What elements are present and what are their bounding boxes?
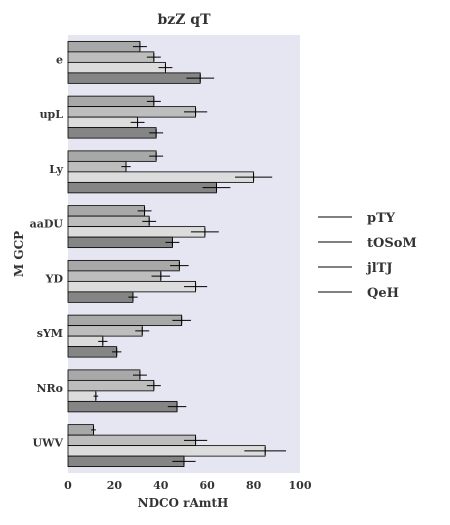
- bar-pTY-NRo: [67, 369, 141, 381]
- bar-QeH-e: [67, 72, 201, 84]
- y-tick-label: NRo: [36, 382, 63, 395]
- y-tick-label: YD: [45, 272, 64, 285]
- bar-jlTJ-sYM: [67, 335, 104, 348]
- bar-jlTJ-YD: [67, 280, 196, 293]
- x-tick-labels: 0 20 40 60 80 100: [64, 479, 312, 492]
- bar-tOSoM-Ly: [67, 160, 127, 173]
- bar-pTY-e: [67, 40, 141, 53]
- bar-pTY-UWV: [67, 424, 94, 436]
- bar-jlTJ-UWV: [67, 445, 266, 457]
- bar-QeH-aaDU: [67, 236, 173, 249]
- y-tick-label: e: [56, 53, 63, 66]
- bar-QeH-upL: [67, 127, 157, 139]
- legend: pTY tOSoM jlTJ QeH: [318, 211, 417, 301]
- bar-jlTJ-aaDU: [67, 226, 206, 238]
- bar-pTY-Ly: [67, 150, 157, 162]
- bar-QeH-NRo: [67, 400, 178, 413]
- bar-jlTJ-Ly: [67, 171, 255, 183]
- bars: [67, 40, 287, 468]
- chart-title: bzZ qT: [157, 12, 211, 28]
- bar-tOSoM-UWV: [67, 434, 196, 447]
- legend-label-QeH: QeH: [367, 286, 399, 301]
- legend-label-pTY: pTY: [367, 211, 396, 226]
- x-axis-label: NDCO rAmtH: [138, 496, 229, 510]
- bar-pTY-sYM: [67, 314, 183, 327]
- x-tick-label: 80: [246, 479, 262, 492]
- x-tick-label: 20: [107, 479, 123, 492]
- bar-tOSoM-YD: [67, 270, 162, 282]
- bar-QeH-UWV: [67, 455, 185, 468]
- bar-pTY-aaDU: [67, 205, 145, 217]
- y-axis-label: M GCP: [12, 231, 26, 277]
- bar-tOSoM-upL: [67, 106, 196, 118]
- bar-jlTJ-e: [67, 61, 166, 74]
- y-tick-label: upL: [40, 108, 64, 121]
- y-tick-labels: e upL Ly aaDU YD sYM NRo UWV: [30, 53, 64, 449]
- bar-tOSoM-sYM: [67, 325, 143, 337]
- bar-tOSoM-e: [67, 51, 155, 63]
- bar-jlTJ-upL: [67, 116, 138, 129]
- y-tick-label: aaDU: [30, 218, 64, 231]
- x-tick-label: 0: [64, 479, 72, 492]
- y-tick-label: sYM: [37, 327, 63, 340]
- bar-QeH-sYM: [67, 346, 118, 358]
- y-tick-label: Ly: [49, 163, 63, 176]
- bar-pTY-YD: [67, 259, 180, 272]
- x-tick-label: 40: [153, 479, 169, 492]
- bar-pTY-upL: [67, 95, 155, 108]
- bar-tOSoM-NRo: [67, 379, 155, 392]
- bar-QeH-Ly: [67, 181, 217, 194]
- legend-label-tOSoM: tOSoM: [367, 236, 417, 251]
- bar-QeH-YD: [67, 291, 134, 303]
- x-tick-label: 100: [289, 479, 312, 492]
- bar-tOSoM-aaDU: [67, 215, 150, 228]
- y-tick-label: UWV: [33, 437, 64, 450]
- x-tick-label: 60: [200, 479, 216, 492]
- legend-label-jlTJ: jlTJ: [366, 261, 392, 276]
- bar-jlTJ-NRo: [67, 390, 97, 402]
